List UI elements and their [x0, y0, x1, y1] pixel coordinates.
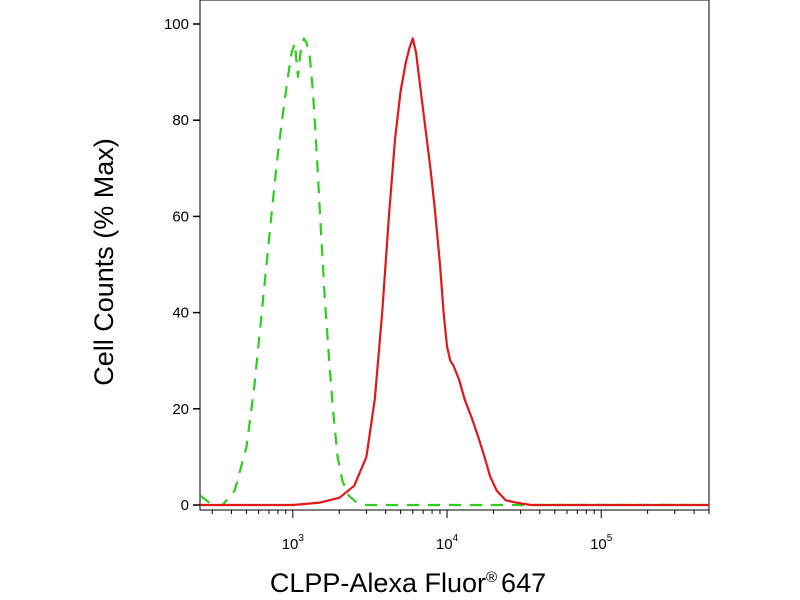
- x-tick-label-exponent: 3: [298, 533, 304, 544]
- y-tick-label: 20: [172, 401, 189, 418]
- x-tick-label-exponent: 5: [607, 533, 613, 544]
- x-tick-label-base: 10: [282, 536, 299, 553]
- y-tick-label: 80: [172, 112, 189, 129]
- x-axis-title-main: CLPP-Alexa Fluor: [270, 568, 486, 598]
- isotype-control-curve: [199, 37, 709, 507]
- plot-frame: [199, 0, 710, 511]
- x-tick-label: 105: [590, 533, 613, 553]
- x-tick-label: 103: [282, 533, 305, 553]
- x-tick-label: 104: [436, 533, 459, 553]
- x-tick-label-base: 10: [590, 536, 607, 553]
- x-axis-title-mark: ®: [486, 569, 497, 586]
- y-axis-title: Cell Counts (% Max): [89, 138, 119, 386]
- clpp-stained-curve: [200, 37, 709, 507]
- y-tick-label: 60: [172, 208, 189, 225]
- x-axis-title: CLPP-Alexa Fluor® 647: [270, 568, 546, 598]
- x-tick-label-base: 10: [436, 536, 453, 553]
- series-layer: [199, 37, 709, 507]
- y-axis-ticks: 0 20 40 60 80 100: [164, 16, 200, 514]
- y-tick-label: 40: [172, 305, 189, 322]
- y-tick-label: 100: [164, 16, 189, 33]
- x-axis-ticks: 103 104 105: [211, 510, 710, 553]
- y-tick-label: 0: [181, 497, 189, 514]
- x-axis-title-suffix: 647: [501, 568, 546, 598]
- x-tick-label-exponent: 4: [453, 533, 459, 544]
